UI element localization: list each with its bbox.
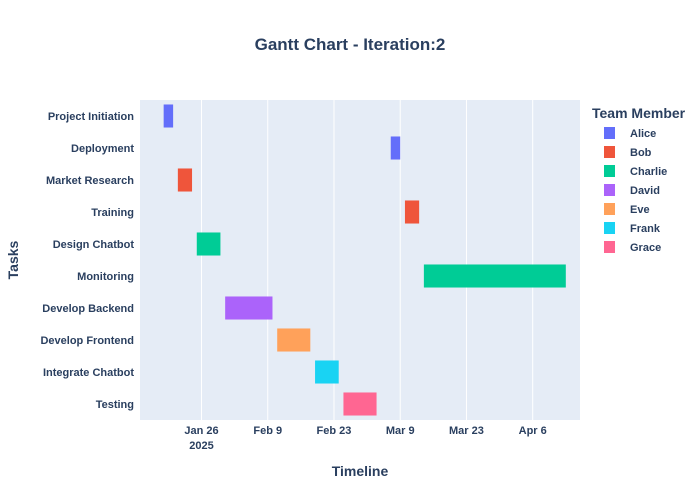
task-bar — [343, 392, 377, 416]
x-tick-label: Feb 9 — [253, 425, 282, 437]
legend-label: Charlie — [630, 166, 667, 178]
x-tick-label: Mar 9 — [386, 425, 415, 437]
y-tick-label: Project Initiation — [48, 111, 134, 123]
legend-label: Grace — [630, 242, 661, 254]
y-tick-label: Market Research — [46, 175, 134, 187]
y-tick-label: Deployment — [71, 143, 134, 155]
task-bars — [163, 104, 566, 416]
legend-swatch — [604, 127, 615, 139]
legend-swatch — [604, 222, 615, 234]
task-bar — [390, 136, 401, 160]
legend-swatch — [604, 184, 615, 196]
x-axis-title: Timeline — [332, 463, 389, 479]
legend-title: Team Member — [592, 105, 686, 121]
x-tick-label: Mar 23 — [449, 425, 484, 437]
legend-swatch — [604, 146, 615, 158]
legend-swatch — [604, 241, 615, 253]
legend-label: Eve — [630, 204, 650, 216]
task-bar — [163, 104, 174, 128]
legend-label: Frank — [630, 223, 661, 235]
task-bar — [196, 232, 221, 256]
legend: Team Member Alice Bob Charlie David Eve Frank… — [592, 105, 686, 254]
task-bar — [277, 328, 311, 352]
x-axis-ticks: Jan 26 2025 Feb 9 Feb 23 Mar 9 Mar 23 Apr 6 — [184, 425, 546, 452]
y-tick-label: Monitoring — [77, 271, 134, 283]
task-bar — [404, 200, 420, 224]
x-tick-label: Jan 26 — [184, 425, 218, 437]
chart-title: Gantt Chart - Iteration:2 — [255, 35, 446, 54]
legend-swatch — [604, 203, 615, 215]
x-tick-label: Feb 23 — [317, 425, 352, 437]
y-axis-ticks: Project Initiation Deployment Market Resea… — [40, 111, 134, 411]
y-tick-label: Develop Backend — [42, 303, 134, 315]
legend-label: David — [630, 185, 660, 197]
legend-label: Bob — [630, 147, 652, 159]
x-tick-label: Apr 6 — [519, 425, 547, 437]
y-tick-label: Integrate Chatbot — [43, 367, 134, 379]
plot-area — [140, 100, 580, 420]
legend-label: Alice — [630, 128, 656, 140]
task-bar — [177, 168, 193, 192]
legend-swatch — [604, 165, 615, 177]
y-tick-label: Testing — [96, 399, 134, 411]
x-tick-sublabel: 2025 — [189, 440, 213, 452]
task-bar — [225, 296, 273, 320]
task-bar — [423, 264, 566, 288]
y-tick-label: Develop Frontend — [40, 335, 134, 347]
y-axis-title: Tasks — [5, 240, 21, 279]
y-tick-label: Design Chatbot — [53, 239, 135, 251]
y-tick-label: Training — [91, 207, 134, 219]
task-bar — [315, 360, 339, 384]
